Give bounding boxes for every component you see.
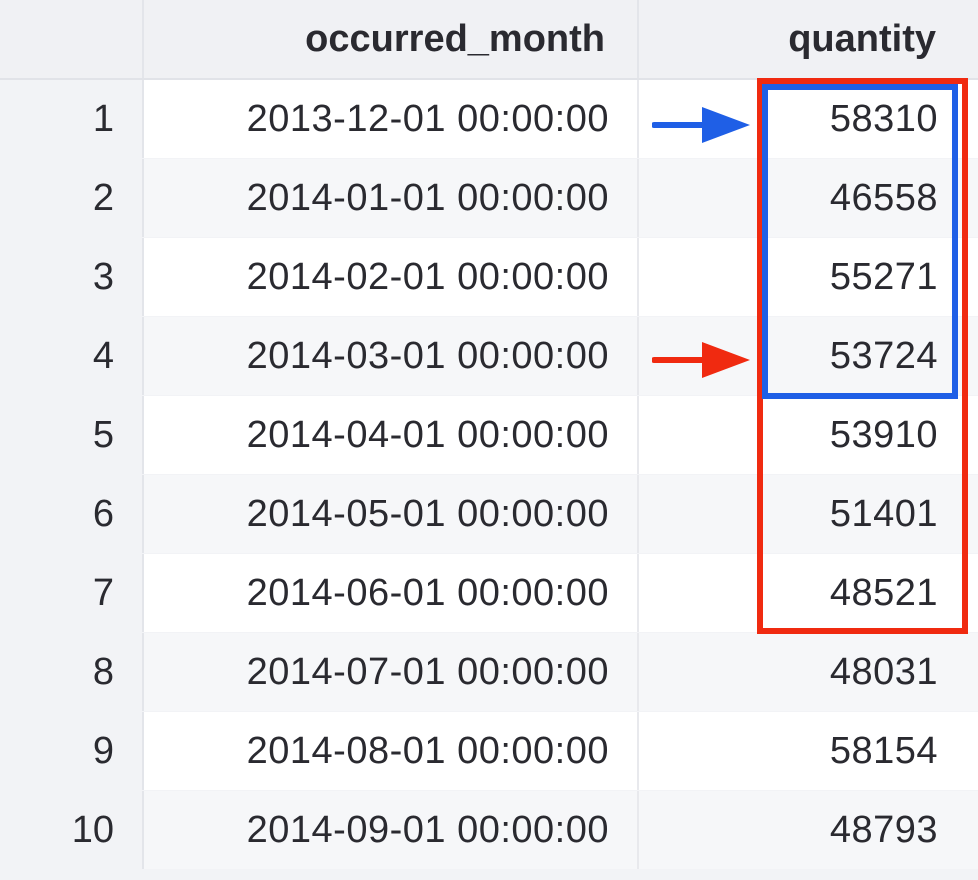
cell-quantity[interactable]: 58154 (639, 712, 978, 790)
row-index: 4 (0, 317, 144, 395)
table-row[interactable]: 4 2014-03-01 00:00:00 53724 (0, 317, 978, 395)
cell-quantity[interactable]: 58310 (639, 80, 978, 158)
cell-occurred-month[interactable]: 2014-04-01 00:00:00 (144, 396, 639, 474)
row-index: 5 (0, 396, 144, 474)
table-header: occurred_month quantity (0, 0, 978, 80)
row-index: 7 (0, 554, 144, 632)
cell-occurred-month[interactable]: 2014-08-01 00:00:00 (144, 712, 639, 790)
cell-quantity[interactable]: 46558 (639, 159, 978, 237)
row-index: 9 (0, 712, 144, 790)
table-row[interactable]: 2 2014-01-01 00:00:00 46558 (0, 159, 978, 237)
cell-quantity[interactable]: 53910 (639, 396, 978, 474)
row-index: 10 (0, 791, 144, 869)
table-row[interactable]: 5 2014-04-01 00:00:00 53910 (0, 396, 978, 474)
blue-arrow-icon (652, 107, 750, 143)
row-index: 1 (0, 80, 144, 158)
red-highlight-box (757, 78, 968, 634)
cell-occurred-month[interactable]: 2014-05-01 00:00:00 (144, 475, 639, 553)
cell-quantity[interactable]: 51401 (639, 475, 978, 553)
cell-quantity[interactable]: 48793 (639, 791, 978, 869)
table-row[interactable]: 9 2014-08-01 00:00:00 58154 (0, 712, 978, 790)
cell-quantity[interactable]: 48031 (639, 633, 978, 711)
cell-quantity[interactable]: 55271 (639, 238, 978, 316)
cell-occurred-month[interactable]: 2014-06-01 00:00:00 (144, 554, 639, 632)
table-row[interactable]: 3 2014-02-01 00:00:00 55271 (0, 238, 978, 316)
row-index: 3 (0, 238, 144, 316)
table-row[interactable]: 10 2014-09-01 00:00:00 48793 (0, 791, 978, 869)
cell-occurred-month[interactable]: 2014-09-01 00:00:00 (144, 791, 639, 869)
header-quantity[interactable]: quantity (788, 17, 936, 60)
cell-quantity[interactable]: 53724 (639, 317, 978, 395)
cell-occurred-month[interactable]: 2014-01-01 00:00:00 (144, 159, 639, 237)
header-occurred-month[interactable]: occurred_month (144, 0, 639, 78)
row-index: 6 (0, 475, 144, 553)
blue-highlight-box (762, 84, 958, 399)
cell-occurred-month[interactable]: 2014-03-01 00:00:00 (144, 317, 639, 395)
table-row[interactable]: 6 2014-05-01 00:00:00 51401 (0, 475, 978, 553)
table-row[interactable]: 1 2013-12-01 00:00:00 58310 (0, 80, 978, 158)
cell-quantity[interactable]: 48521 (639, 554, 978, 632)
cell-occurred-month[interactable]: 2014-07-01 00:00:00 (144, 633, 639, 711)
table-row[interactable]: 8 2014-07-01 00:00:00 48031 (0, 633, 978, 711)
header-index[interactable] (0, 0, 144, 78)
table-row[interactable]: 7 2014-06-01 00:00:00 48521 (0, 554, 978, 632)
row-index: 8 (0, 633, 144, 711)
cell-occurred-month[interactable]: 2013-12-01 00:00:00 (144, 80, 639, 158)
row-index: 2 (0, 159, 144, 237)
red-arrow-icon (652, 342, 750, 378)
cell-occurred-month[interactable]: 2014-02-01 00:00:00 (144, 238, 639, 316)
